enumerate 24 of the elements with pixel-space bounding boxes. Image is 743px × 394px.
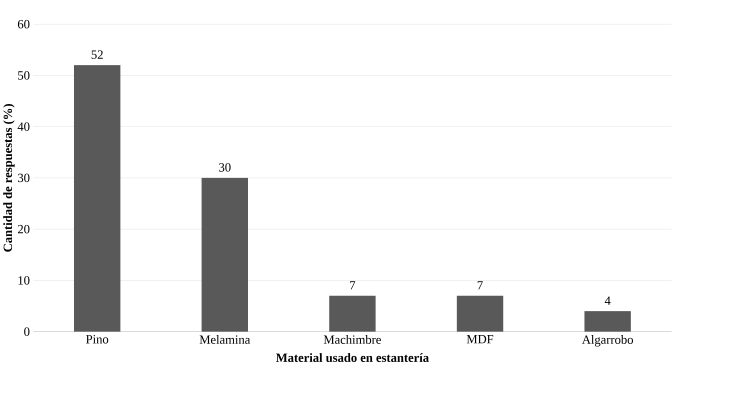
data-label: 7 [478,280,483,290]
bar [202,178,248,332]
y-tick-label: 20 [18,224,30,234]
x-tick-label: Machimbre [324,334,381,344]
x-tick-label: Algarrobo [582,334,633,346]
y-tick-label: 10 [18,276,30,284]
y-axis-title: Cantidad de respuestas (%) [3,104,15,252]
x-tick-label: MDF [466,334,494,344]
data-label: 4 [604,296,611,305]
y-tick-label: 0 [24,327,30,336]
bar [456,296,504,332]
y-tick-label: 60 [18,20,30,28]
bar [329,296,376,332]
data-label: 52 [92,50,103,59]
x-axis-title: Material usado en estantería [276,352,429,362]
bar [74,64,120,332]
y-tick-label: 40 [18,122,30,131]
data-label: 30 [219,162,231,172]
x-tick-label: Melamina [200,334,250,344]
y-tick-label: 50 [18,70,30,80]
x-tick-label: Pino [86,334,108,344]
bar [584,310,631,332]
y-tick-label: 30 [18,173,30,182]
data-label: 7 [350,280,356,290]
